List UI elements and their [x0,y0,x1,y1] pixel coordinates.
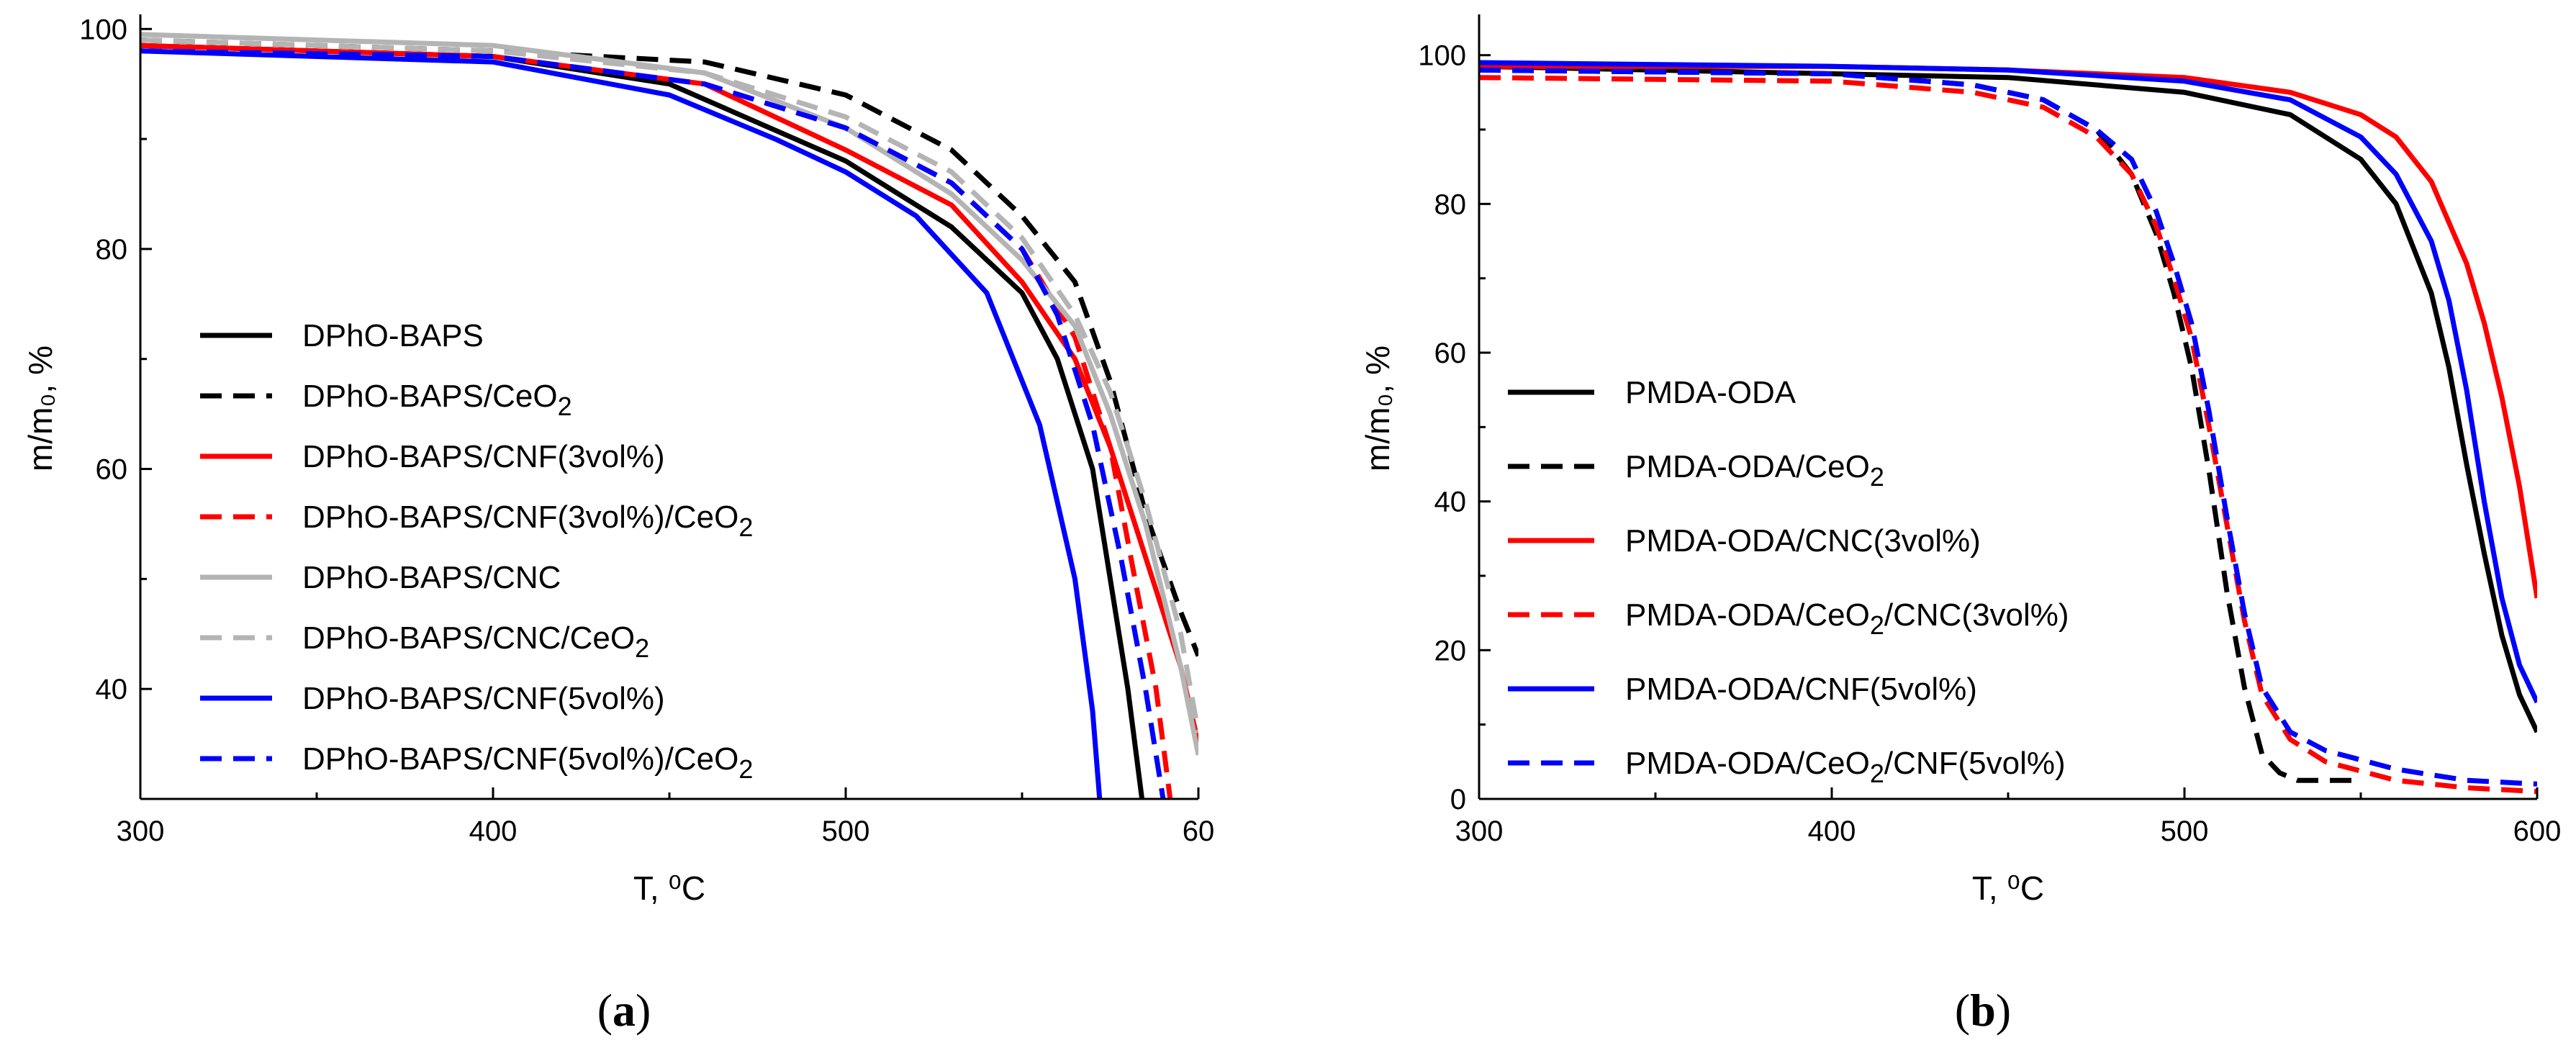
y-axis-title: m/m₀, % [1359,345,1396,471]
y-tick-label: 40 [96,674,128,705]
x-tick-label: 400 [469,815,518,847]
legend-entry-7: DPhO-BAPS/CNF(5vol%)/CeO2 [302,741,753,784]
series-line-5 [140,37,1198,733]
legend: PMDA-ODAPMDA-ODA/CeO2PMDA-ODA/CNC(3vol%)… [1508,375,2069,788]
legend-label-main: PMDA-ODA/CeO [1625,746,1870,781]
legend-label-main: DPhO-BAPS/CeO [302,379,558,414]
y-tick-label: 0 [1450,784,1466,815]
series-line-3 [1479,75,2537,795]
series-line-2 [140,42,1198,745]
legend-label-subscript: 2 [738,754,753,784]
series-lines [140,32,1198,799]
x-axis-title: T, ⁰C [1972,869,2044,907]
x-tick-label: 300 [1455,815,1504,847]
legend-label-subscript: 2 [635,633,649,663]
legend-label-subscript: 2 [1870,462,1884,492]
legend-label-main: PMDA-ODA/CNC(3vol%) [1625,523,1981,559]
series-line-4 [140,32,1198,756]
x-axis-title: T, ⁰C [633,869,705,907]
legend-entry-4: DPhO-BAPS/CNC [302,560,561,595]
legend-entry-3: PMDA-ODA/CeO2/CNC(3vol%) [1625,597,2069,640]
legend-entry-0: DPhO-BAPS [302,318,484,353]
panel-label-b: (b) [1955,985,2011,1036]
x-tick-label: 500 [822,815,870,847]
legend-label-main: DPhO-BAPS/CNF(3vol%) [302,439,665,474]
x-tick-label: 600 [2513,815,2562,847]
series-lines [1479,60,2537,795]
y-tick-label: 100 [1418,40,1466,72]
y-tick-label: 40 [1434,487,1467,518]
y-tick-label: 20 [1434,635,1467,666]
series-line-4 [1479,60,2537,704]
legend-label-main: DPhO-BAPS/CNF(5vol%) [302,681,665,716]
series-line-0 [1479,63,2537,733]
legend-entry-1: PMDA-ODA/CeO2 [1625,449,1884,492]
legend-label-main: DPhO-BAPS [302,318,484,353]
legend-entry-2: PMDA-ODA/CNC(3vol%) [1625,523,1981,559]
chart-panel-a: 300 400 500 60 40 60 80 100 T, ⁰C m/m₀, % DPhO-BAP… [22,14,1214,907]
legend-label-subscript: 2 [558,392,572,421]
legend-entry-6: DPhO-BAPS/CNF(5vol%) [302,681,665,716]
x-tick-label: 300 [117,815,165,847]
legend-entry-5: PMDA-ODA/CeO2/CNF(5vol%) [1625,746,2066,788]
legend-label-main: PMDA-ODA/CeO [1625,597,1870,633]
x-tick-label: 500 [2161,815,2209,847]
legend-entry-2: DPhO-BAPS/CNF(3vol%) [302,439,665,474]
y-tick-label: 80 [96,234,128,266]
y-tick-label: 60 [96,454,128,486]
legend-label-main: PMDA-ODA [1625,375,1797,410]
legend-entry-1: DPhO-BAPS/CeO2 [302,379,572,421]
series-line-0 [140,42,1145,799]
legend-entry-4: PMDA-ODA/CNF(5vol%) [1625,672,1977,707]
y-tick-label: 100 [79,14,127,45]
legend-label-main: DPhO-BAPS/CNF(3vol%)/CeO [302,500,738,535]
x-tick-label: 400 [1808,815,1856,847]
legend-label-subscript: 2 [1870,759,1884,788]
legend-label-main: PMDA-ODA/CNF(5vol%) [1625,672,1977,707]
legend-entry-5: DPhO-BAPS/CNC/CeO2 [302,620,649,663]
panel-label-a: (a) [597,985,651,1036]
y-axis-title: m/m₀, % [22,345,59,471]
x-tick-label: 60 [1183,815,1215,847]
legend-entry-3: DPhO-BAPS/CNF(3vol%)/CeO2 [302,500,753,542]
series-line-6 [140,48,1103,799]
legend-label-main: DPhO-BAPS/CNF(5vol%)/CeO [302,741,738,777]
legend-label-main: PMDA-ODA/CeO [1625,449,1870,484]
legend-label-tail: /CNC(3vol%) [1884,597,2069,633]
legend: DPhO-BAPSDPhO-BAPS/CeO2DPhO-BAPS/CNF(3vo… [200,318,753,784]
legend-label-tail: /CNF(5vol%) [1884,746,2066,781]
y-tick-label: 60 [1434,338,1467,369]
legend-label-main: DPhO-BAPS/CNC [302,560,561,595]
legend-label-main: DPhO-BAPS/CNC/CeO [302,620,635,656]
legend-entry-0: PMDA-ODA [1625,375,1797,410]
chart-panel-b: 300 400 500 600 0 20 40 60 80 100 T, ⁰C m/m₀, % PMDA… [1359,14,2561,907]
legend-label-subscript: 2 [1870,610,1884,640]
legend-label-subscript: 2 [738,512,753,542]
y-tick-label: 80 [1434,189,1467,220]
series-line-7 [140,48,1166,799]
